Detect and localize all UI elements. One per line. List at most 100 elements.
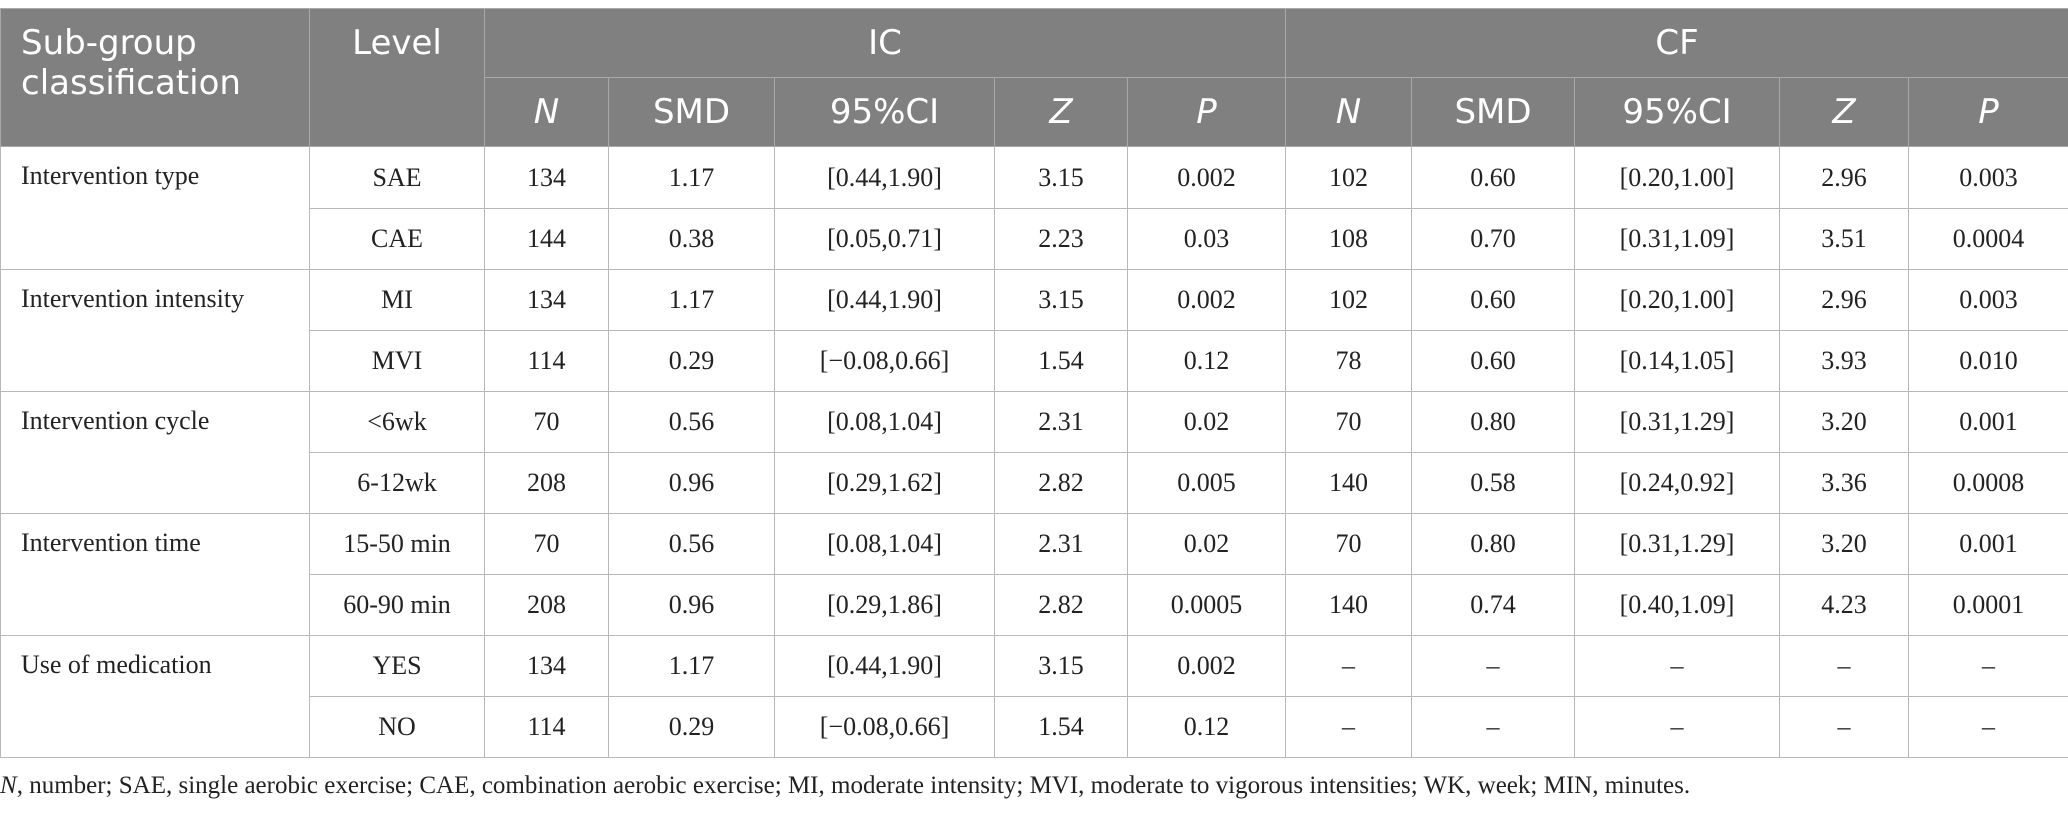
ic-n-cell: 208 [484, 574, 609, 636]
ic-z-cell: 1.54 [994, 330, 1128, 392]
table-row: Intervention type SAE 134 1.17 [0.44,1.9… [0, 146, 2068, 270]
header-ic: IC [483, 8, 1287, 78]
cf-n-cell: 108 [1285, 208, 1413, 270]
ic-z-cell: 3.15 [994, 635, 1128, 697]
cf-p-cell: 0.0004 [1908, 208, 2068, 270]
ic-ci-cell: [0.08,1.04] [774, 391, 995, 453]
cf-p-cell: 0.0001 [1908, 574, 2068, 636]
ic-z-cell: 3.15 [994, 146, 1128, 209]
group-label: Intervention intensity [0, 269, 310, 392]
cf-n-cell: 102 [1285, 146, 1413, 209]
ic-ci-cell: [−0.08,0.66] [774, 696, 995, 758]
cf-p-cell: 0.010 [1908, 330, 2068, 392]
cf-ci-cell: [0.20,1.00] [1574, 146, 1781, 209]
ic-smd-cell: 1.17 [608, 269, 775, 331]
ic-z-cell: 2.82 [994, 452, 1128, 514]
level-cell: YES [309, 635, 485, 697]
table-row: NO 114 0.29 [−0.08,0.66] 1.54 0.12 – – –… [1, 696, 2068, 758]
cf-p-cell: 0.001 [1908, 391, 2068, 453]
ic-z-cell: 2.23 [994, 208, 1128, 270]
ic-z-cell: 1.54 [994, 696, 1128, 758]
header-ic-z: Z [994, 77, 1128, 147]
cf-ci-cell: – [1574, 696, 1781, 758]
cf-ci-cell: [0.14,1.05] [1574, 330, 1781, 392]
cf-smd-cell: 0.70 [1411, 208, 1576, 270]
ic-ci-cell: [0.44,1.90] [774, 635, 995, 697]
level-cell: 15-50 min [309, 513, 485, 575]
level-cell: 6-12wk [309, 452, 485, 514]
ic-smd-cell: 0.29 [608, 696, 775, 758]
ic-n-cell: 134 [484, 146, 609, 209]
ic-p-cell: 0.02 [1126, 391, 1287, 453]
group-label: Intervention time [0, 513, 310, 636]
ic-n-cell: 70 [484, 513, 609, 575]
level-cell: MI [309, 269, 485, 331]
cf-z-cell: 2.96 [1779, 269, 1910, 331]
ic-p-cell: 0.02 [1126, 513, 1287, 575]
ic-smd-cell: 0.29 [608, 330, 775, 392]
cf-n-cell: – [1285, 635, 1413, 697]
header-level: Level [309, 8, 485, 147]
header-ic-p: P [1126, 77, 1287, 147]
cf-n-cell: 70 [1285, 513, 1413, 575]
cf-p-cell: – [1908, 696, 2068, 758]
cf-ci-cell: [0.31,1.09] [1574, 208, 1781, 270]
ic-smd-cell: 0.96 [608, 452, 775, 514]
cf-z-cell: – [1779, 696, 1910, 758]
table-container: Sub-group classification Level IC CF N S… [0, 8, 2068, 758]
ic-ci-cell: [0.29,1.86] [774, 574, 995, 636]
ic-ci-cell: [0.44,1.90] [774, 269, 995, 331]
header-ic-smd: SMD [608, 77, 775, 147]
group-label: Use of medication [0, 635, 310, 758]
level-cell: CAE [309, 208, 485, 270]
ic-n-cell: 134 [484, 635, 609, 697]
cf-n-cell: 70 [1285, 391, 1413, 453]
table-footnote: N, number; SAE, single aerobic exercise;… [0, 772, 1690, 800]
cf-p-cell: 0.003 [1908, 269, 2068, 331]
table-row: 60-90 min 208 0.96 [0.29,1.86] 2.82 0.00… [1, 574, 2068, 636]
ic-ci-cell: [−0.08,0.66] [774, 330, 995, 392]
ic-p-cell: 0.002 [1126, 635, 1287, 697]
table-row: Intervention intensity MI 134 1.17 [0.44… [0, 269, 2068, 392]
cf-z-cell: 4.23 [1779, 574, 1910, 636]
header-cf-p: P [1908, 77, 2068, 147]
cf-z-cell: 3.36 [1779, 452, 1910, 514]
ic-ci-cell: [0.05,0.71] [774, 208, 995, 270]
cf-p-cell: – [1908, 635, 2068, 697]
footnote-text: , number; SAE, single aerobic exercise; … [16, 772, 1691, 799]
cf-p-cell: 0.0008 [1908, 452, 2068, 514]
level-cell: NO [309, 696, 485, 758]
ic-n-cell: 70 [484, 391, 609, 453]
cf-smd-cell: 0.80 [1411, 513, 1576, 575]
ic-smd-cell: 1.17 [608, 635, 775, 697]
header-cf: CF [1285, 8, 2068, 78]
cf-ci-cell: [0.40,1.09] [1574, 574, 1781, 636]
table-row: Use of medication YES 134 1.17 [0.44,1.9… [0, 635, 2068, 758]
cf-ci-cell: [0.20,1.00] [1574, 269, 1781, 331]
table-row: Intervention cycle <6wk 70 0.56 [0.08,1.… [0, 391, 2068, 514]
ic-smd-cell: 1.17 [608, 146, 775, 209]
header-ic-ci: 95%CI [774, 77, 995, 147]
cf-n-cell: 78 [1285, 330, 1413, 392]
cf-smd-cell: 0.60 [1411, 269, 1576, 331]
cf-z-cell: – [1779, 635, 1910, 697]
cf-p-cell: 0.001 [1908, 513, 2068, 575]
cf-smd-cell: 0.80 [1411, 391, 1576, 453]
table-row: 6-12wk 208 0.96 [0.29,1.62] 2.82 0.005 1… [1, 452, 2068, 514]
cf-z-cell: 3.20 [1779, 513, 1910, 575]
group-label: Intervention type [0, 146, 310, 270]
group-label: Intervention cycle [0, 391, 310, 514]
ic-n-cell: 208 [484, 452, 609, 514]
level-cell: SAE [309, 146, 485, 209]
ic-ci-cell: [0.44,1.90] [774, 146, 995, 209]
ic-n-cell: 144 [484, 208, 609, 270]
cf-z-cell: 3.51 [1779, 208, 1910, 270]
ic-smd-cell: 0.38 [608, 208, 775, 270]
cf-smd-cell: 0.60 [1411, 146, 1576, 209]
ic-ci-cell: [0.08,1.04] [774, 513, 995, 575]
ic-p-cell: 0.12 [1126, 696, 1287, 758]
table-row: MVI 114 0.29 [−0.08,0.66] 1.54 0.12 78 0… [1, 330, 2068, 392]
ic-n-cell: 134 [484, 269, 609, 331]
header-cf-smd: SMD [1411, 77, 1576, 147]
header-subgroup: Sub-group classification [0, 8, 310, 147]
